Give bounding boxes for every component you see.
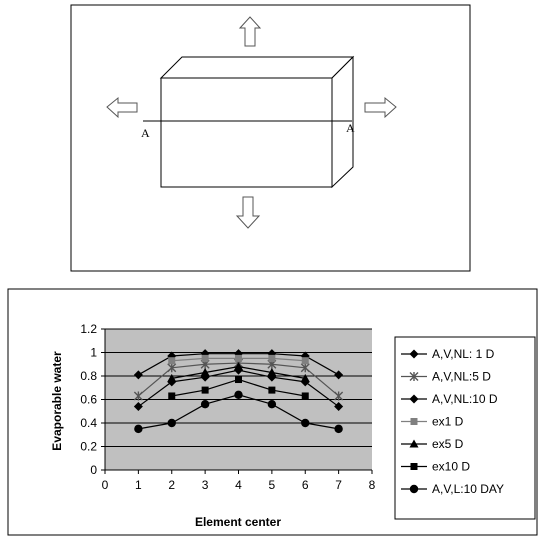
arrow-left-icon bbox=[106, 96, 138, 119]
data-point-1-5 bbox=[300, 363, 310, 373]
legend-entry-0: A,V,NL: 1 D bbox=[401, 347, 495, 361]
data-point-4-2 bbox=[200, 367, 210, 376]
y-tick-label-6: 1.2 bbox=[80, 322, 97, 336]
section-label-left: A bbox=[141, 126, 150, 140]
data-point-4-1 bbox=[167, 373, 177, 382]
x-tick-label-1: 1 bbox=[135, 478, 142, 492]
legend-label-5: ex10 D bbox=[432, 460, 470, 474]
y-tick-label-5: 1 bbox=[90, 346, 97, 360]
series-6 bbox=[134, 390, 343, 434]
data-point-6-1 bbox=[167, 418, 176, 428]
legend-label-4: ex5 D bbox=[432, 437, 464, 451]
x-tick-label-7: 7 bbox=[335, 478, 342, 492]
legend-marker-4 bbox=[409, 439, 419, 448]
data-point-1-1 bbox=[167, 363, 177, 373]
legend-entry-4: ex5 D bbox=[401, 437, 464, 451]
data-point-5-5 bbox=[301, 392, 309, 400]
y-tick-label-1: 0.2 bbox=[80, 440, 97, 454]
data-point-6-0 bbox=[134, 424, 143, 434]
y-axis-title: Evaporable water bbox=[50, 351, 64, 451]
data-point-3-4 bbox=[268, 354, 276, 362]
data-point-3-3 bbox=[235, 354, 242, 362]
legend-label-1: A,V,NL:5 D bbox=[432, 370, 491, 384]
arrow-right-icon bbox=[364, 96, 397, 119]
series-layer bbox=[133, 349, 344, 434]
legend-marker-1 bbox=[409, 372, 419, 381]
data-point-6-4 bbox=[267, 400, 277, 409]
data-point-5-3 bbox=[235, 376, 242, 384]
data-point-0-6 bbox=[334, 370, 344, 380]
data-point-6-3 bbox=[234, 390, 243, 399]
data-point-5-2 bbox=[201, 386, 209, 394]
legend-label-2: A,V,NL:10 D bbox=[432, 392, 498, 406]
legend-entry-6: A,V,L:10 DAY bbox=[401, 482, 504, 496]
series-5 bbox=[168, 376, 309, 400]
axes bbox=[101, 328, 373, 474]
x-tick-label-4: 4 bbox=[235, 478, 242, 492]
arrow-up-icon bbox=[238, 16, 262, 47]
y-tick-label-4: 0.8 bbox=[80, 369, 97, 383]
gridlines bbox=[105, 328, 372, 447]
x-tick-label-3: 3 bbox=[202, 478, 209, 492]
legend-entry-5: ex10 D bbox=[401, 460, 470, 474]
y-tick-label-3: 0.6 bbox=[80, 393, 97, 407]
data-point-6-5 bbox=[301, 418, 310, 428]
legend: A,V,NL: 1 D A,V,NL:5 D A,V,NL:10 D ex1 D ex5… bbox=[394, 336, 536, 520]
legend-label-0: A,V,NL: 1 D bbox=[432, 347, 495, 361]
data-point-5-4 bbox=[268, 386, 276, 394]
legend-entry-1: A,V,NL:5 D bbox=[401, 370, 491, 384]
x-tick-label-0: 0 bbox=[102, 478, 109, 492]
legend-marker-0 bbox=[409, 349, 419, 359]
data-point-4-5 bbox=[300, 373, 310, 382]
series-4 bbox=[167, 362, 310, 382]
x-tick-label-8: 8 bbox=[369, 478, 376, 492]
x-tick-label-6: 6 bbox=[302, 478, 309, 492]
legend-marker-5 bbox=[410, 463, 418, 470]
diagram-panel: A A bbox=[70, 4, 471, 272]
data-point-0-0 bbox=[133, 370, 143, 380]
legend-marker-3 bbox=[410, 418, 418, 425]
legend-entry-3: ex1 D bbox=[401, 415, 464, 429]
legend-entry-2: A,V,NL:10 D bbox=[401, 392, 498, 406]
arrow-down-icon bbox=[235, 196, 261, 229]
legend-entries: A,V,NL: 1 D A,V,NL:5 D A,V,NL:10 D ex1 D ex5… bbox=[401, 347, 504, 496]
legend-label-3: ex1 D bbox=[432, 415, 464, 429]
section-label-right: A bbox=[346, 121, 355, 135]
box-side-face bbox=[331, 55, 354, 189]
legend-marker-2 bbox=[409, 394, 419, 404]
data-point-3-5 bbox=[301, 357, 309, 365]
data-point-3-1 bbox=[168, 357, 176, 365]
series-3 bbox=[168, 354, 309, 365]
data-point-6-2 bbox=[200, 400, 210, 409]
x-tick-labels: 0 1 2 3 4 5 6 7 8 bbox=[102, 478, 376, 492]
box-front-face bbox=[160, 77, 333, 188]
data-point-2-0 bbox=[133, 402, 143, 412]
data-point-6-6 bbox=[334, 424, 343, 434]
data-point-5-1 bbox=[168, 392, 176, 400]
x-axis-title: Element center bbox=[195, 515, 281, 529]
data-point-3-2 bbox=[201, 354, 209, 362]
legend-marker-6 bbox=[409, 484, 419, 494]
x-tick-label-2: 2 bbox=[168, 478, 175, 492]
plot-area bbox=[101, 328, 373, 474]
y-tick-label-0: 0 bbox=[90, 463, 97, 477]
box-top-face bbox=[159, 56, 355, 79]
y-tick-label-2: 0.4 bbox=[80, 416, 97, 430]
data-point-1-6 bbox=[334, 391, 344, 401]
data-point-2-6 bbox=[334, 402, 344, 412]
y-tick-labels: 0 0.2 0.4 0.6 0.8 1 1.2 bbox=[80, 322, 97, 477]
chart-panel: 0 1 2 3 4 5 6 7 8 0 0.2 0.4 0.6 0.8 1 1.2 Element cent… bbox=[7, 288, 538, 536]
data-point-4-3 bbox=[234, 362, 243, 371]
data-point-1-0 bbox=[133, 391, 143, 401]
legend-label-6: A,V,L:10 DAY bbox=[432, 482, 504, 496]
data-point-4-4 bbox=[267, 367, 277, 376]
x-tick-label-5: 5 bbox=[269, 478, 276, 492]
